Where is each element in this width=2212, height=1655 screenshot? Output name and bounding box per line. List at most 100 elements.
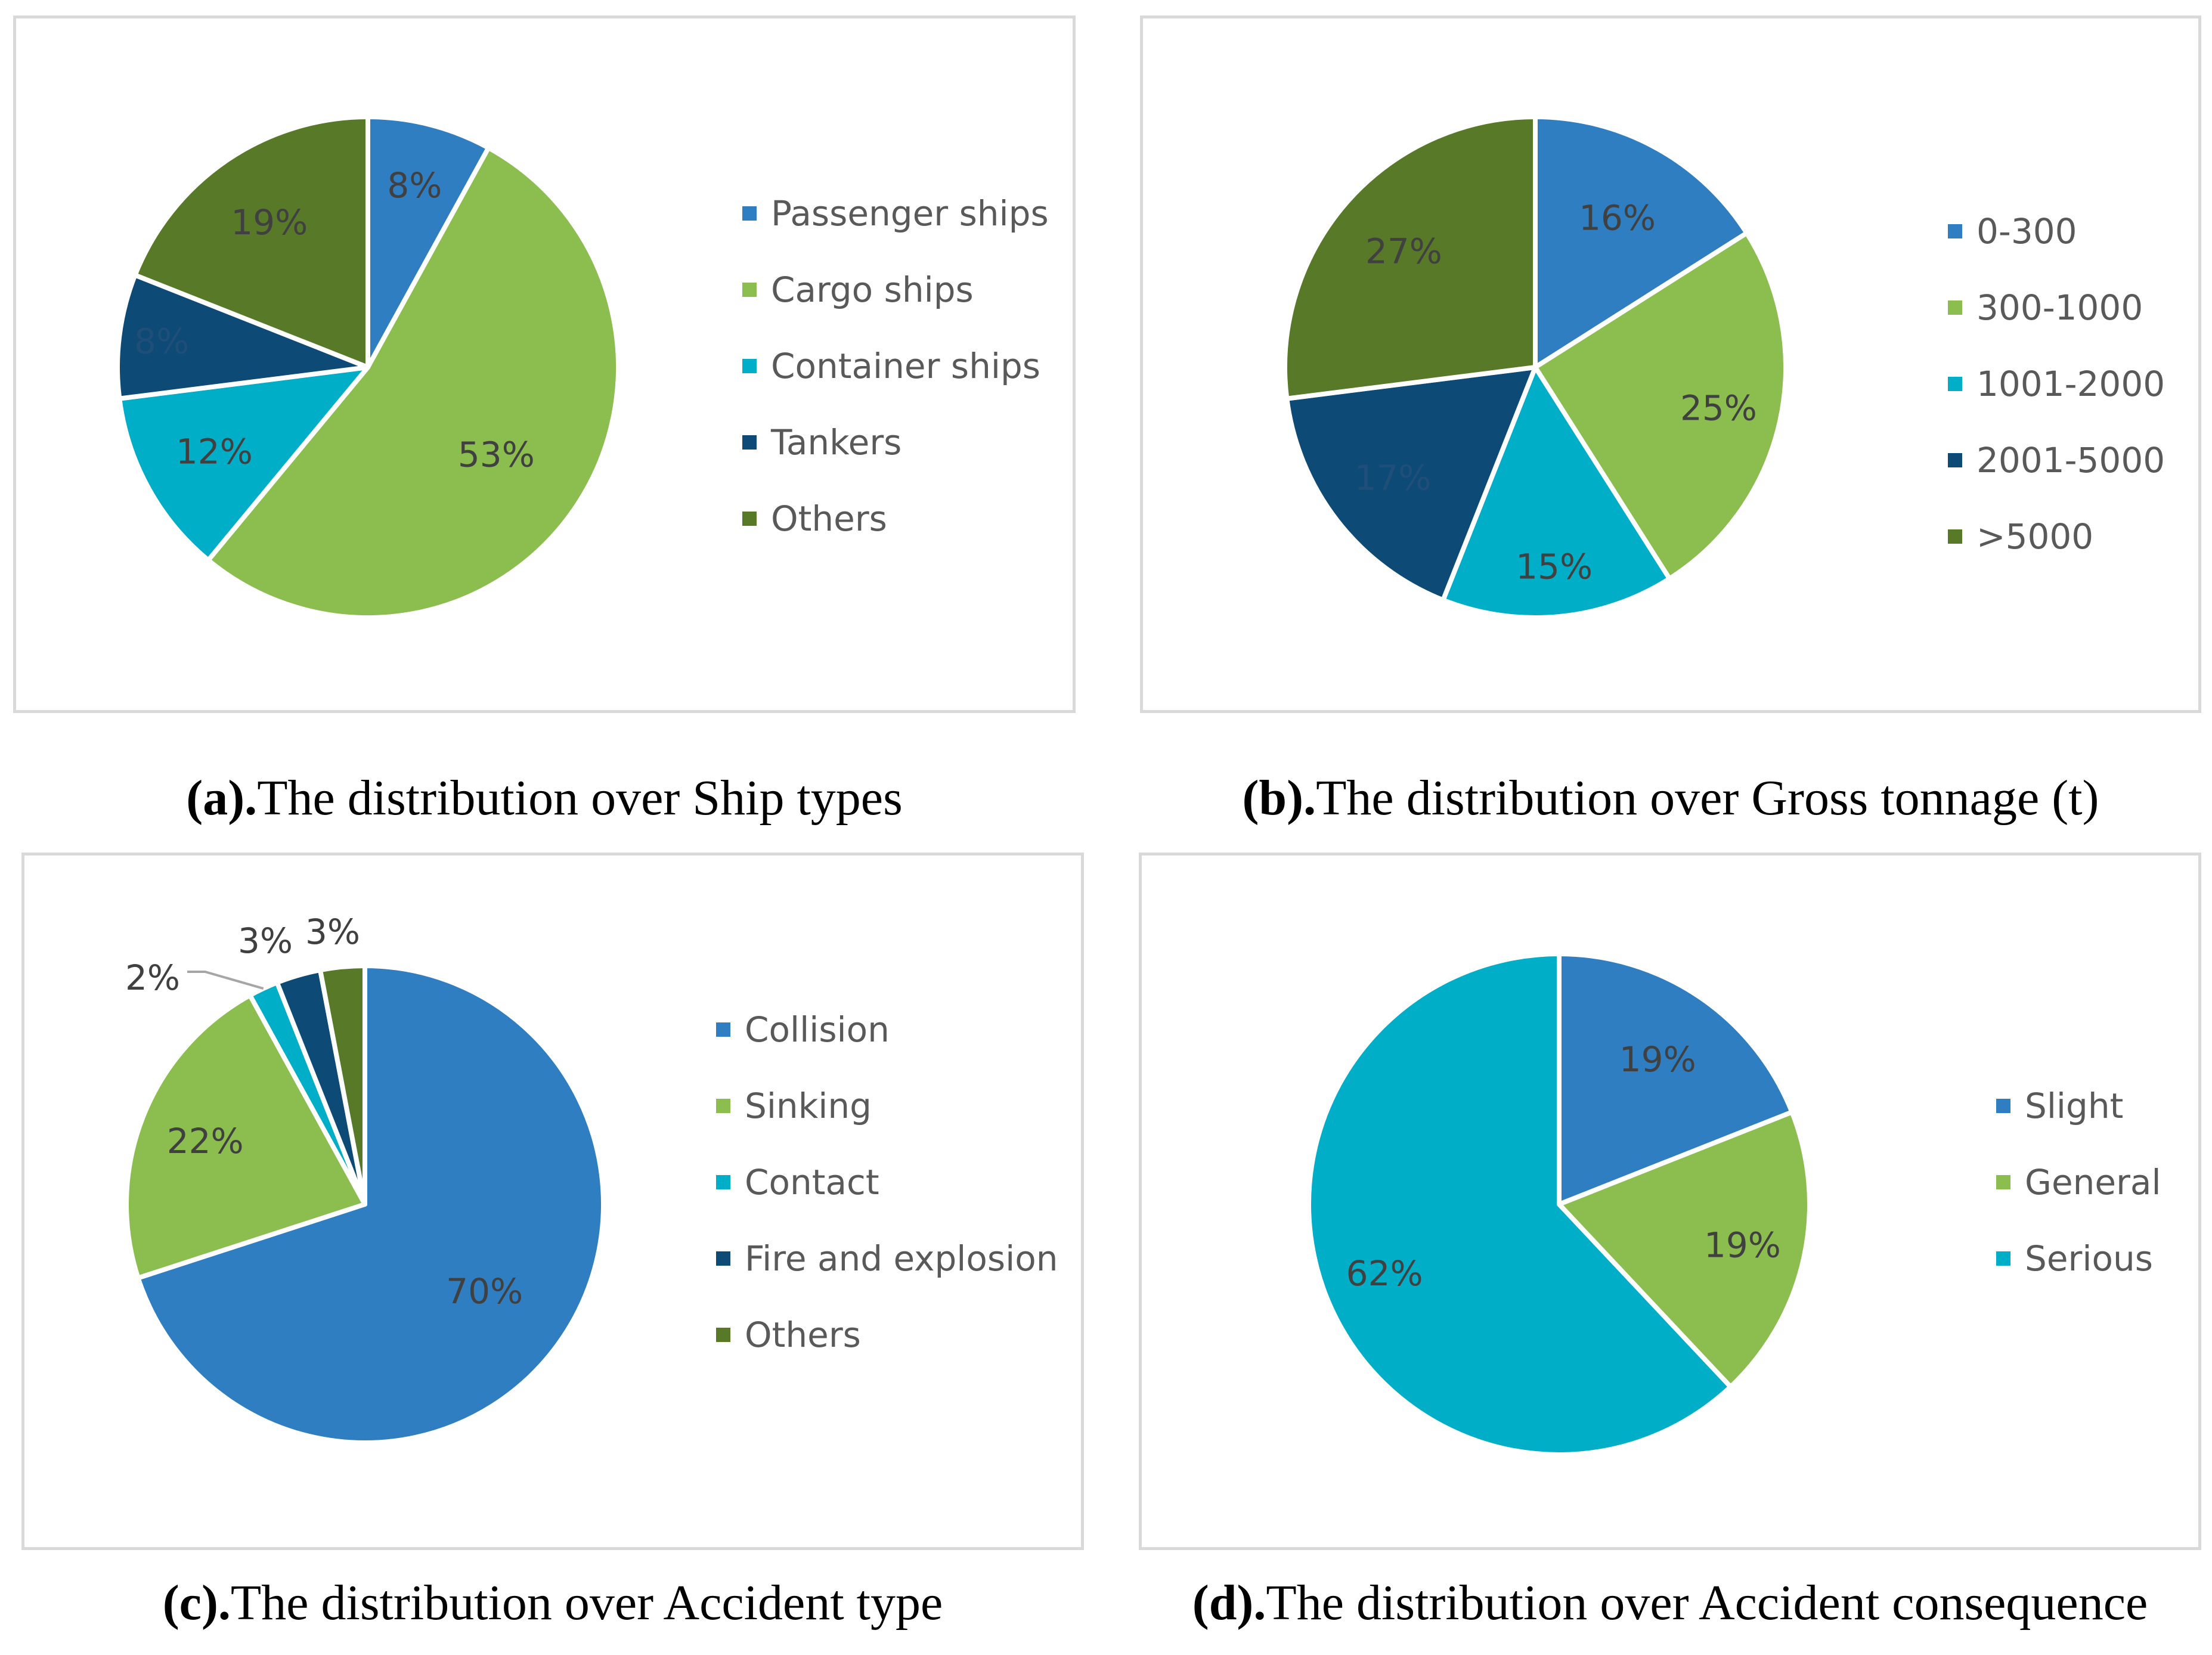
legend-swatch [716,1022,730,1037]
legend-label: Contact [745,1162,879,1202]
legend-swatch [1948,224,1962,238]
pie-chart-gross-tonnage: 16% 25% 15% 17% 27% [1282,114,1789,620]
caption-b: (b).The distribution over Gross tonnage … [1140,769,2201,827]
pie-slice-1001-2000 [1440,365,1672,620]
chart-panel-accident-consequence: 19% 19% 62% Slight General Serious [1139,853,2201,1550]
data-label: 53% [458,434,535,475]
legend-item: General [1996,1144,2161,1220]
legend-swatch [1996,1175,2010,1189]
legend-ship-types: Passenger ships Cargo ships Container sh… [742,175,1049,557]
legend-item: Tankers [742,404,1049,481]
data-label: 12% [176,432,253,472]
legend-label: 2001-5000 [1976,440,2165,481]
legend-label: Collision [745,1009,890,1050]
legend-swatch [1948,453,1962,467]
pie-chart-accident-type: 70% 22% 2% 3% 3% [124,912,606,1445]
pie-slice-others [318,963,367,1207]
data-label: 17% [1355,457,1432,498]
pie-slice-sinking [124,993,367,1281]
legend-gross-tonnage: 0-300 300-1000 1001-2000 2001-5000 >5000 [1948,193,2165,575]
legend-item: Slight [1996,1068,2161,1144]
caption-c: (c).The distribution over Accident type [21,1574,1084,1632]
legend-label: 300-1000 [1976,287,2143,328]
pie-slice-slight [1557,952,1795,1207]
legend-swatch [716,1175,730,1189]
pie-slice--5000 [1282,114,1538,401]
legend-accident-type: Collision Sinking Contact Fire and explo… [716,991,1058,1373]
legend-label: >5000 [1976,516,2094,557]
data-label: 70% [446,1271,523,1312]
pie-slice-cargo-ships [206,145,621,620]
legend-swatch [1948,529,1962,544]
legend-label: Others [771,498,887,539]
legend-item: Passenger ships [742,175,1049,252]
data-label: 19% [231,202,308,243]
data-label: 25% [1680,388,1757,429]
data-label: 27% [1365,231,1442,272]
caption-prefix: (c). [162,1575,231,1631]
legend-label: 0-300 [1976,211,2077,252]
data-label: 3% [238,921,293,961]
legend-swatch [742,283,757,297]
legend-swatch [742,435,757,450]
legend-accident-consequence: Slight General Serious [1996,1068,2161,1297]
legend-swatch [1996,1251,2010,1266]
legend-swatch [742,359,757,373]
pie-slice-general [1557,1109,1812,1390]
legend-label: Slight [2025,1086,2124,1126]
data-label: 8% [134,321,189,361]
legend-swatch [716,1099,730,1113]
leader-line [187,971,264,990]
legend-swatch [1996,1099,2010,1113]
caption-text: The distribution over Gross tonnage (t) [1316,770,2099,826]
legend-item: 1001-2000 [1948,346,2165,422]
legend-label: Others [745,1315,861,1355]
pie-slice-2001-5000 [1284,365,1538,603]
legend-swatch [716,1328,730,1342]
legend-label: Fire and explosion [745,1238,1058,1279]
chart-panel-ship-types: 8% 53% 12% 8% 19% Passenger ships Cargo ship… [13,16,1076,713]
legend-item: Others [742,481,1049,557]
caption-prefix: (d). [1192,1575,1266,1631]
data-label: 3% [305,912,360,952]
legend-swatch [1948,300,1962,315]
legend-label: General [2025,1162,2161,1202]
legend-swatch [716,1251,730,1266]
data-label: 15% [1516,547,1593,587]
pie-slice-collision [135,963,606,1445]
data-label: 62% [1346,1253,1423,1294]
pie-slice-passenger-ships [365,114,491,370]
legend-label: Cargo ships [771,269,974,310]
caption-prefix: (b). [1242,770,1316,826]
legend-swatch [742,206,757,221]
data-label: 8% [387,165,442,206]
legend-label: Serious [2025,1238,2153,1279]
data-label: 22% [167,1121,244,1161]
data-label: 19% [1704,1225,1781,1266]
legend-item: 2001-5000 [1948,422,2165,498]
caption-text: The distribution over Accident type [230,1575,943,1631]
caption-d: (d).The distribution over Accident conse… [1139,1574,2201,1632]
legend-item: 300-1000 [1948,269,2165,346]
data-label: 19% [1619,1039,1696,1080]
legend-item: Contact [716,1144,1058,1220]
legend-swatch [1948,377,1962,391]
legend-label: Tankers [771,422,902,463]
pie-slice-tankers [115,272,370,401]
legend-item: Others [716,1297,1058,1373]
legend-swatch [742,512,757,526]
caption-a: (a).The distribution over Ship types [13,769,1076,827]
legend-item: Collision [716,991,1058,1068]
pie-chart-ship-types: 8% 53% 12% 8% 19% [115,114,621,620]
legend-label: 1001-2000 [1976,364,2165,404]
legend-label: Container ships [771,346,1040,386]
caption-text: The distribution over Accident consequen… [1266,1575,2148,1631]
legend-item: Sinking [716,1068,1058,1144]
legend-item: Fire and explosion [716,1220,1058,1297]
pie-chart-accident-consequence: 19% 19% 62% [1306,952,1812,1457]
caption-prefix: (a). [186,770,258,826]
legend-item: Serious [1996,1220,2161,1297]
legend-item: >5000 [1948,498,2165,575]
data-label: 16% [1579,198,1656,238]
chart-panel-accident-type: 70% 22% 2% 3% 3% Collision Sinking Contact F… [21,853,1084,1550]
